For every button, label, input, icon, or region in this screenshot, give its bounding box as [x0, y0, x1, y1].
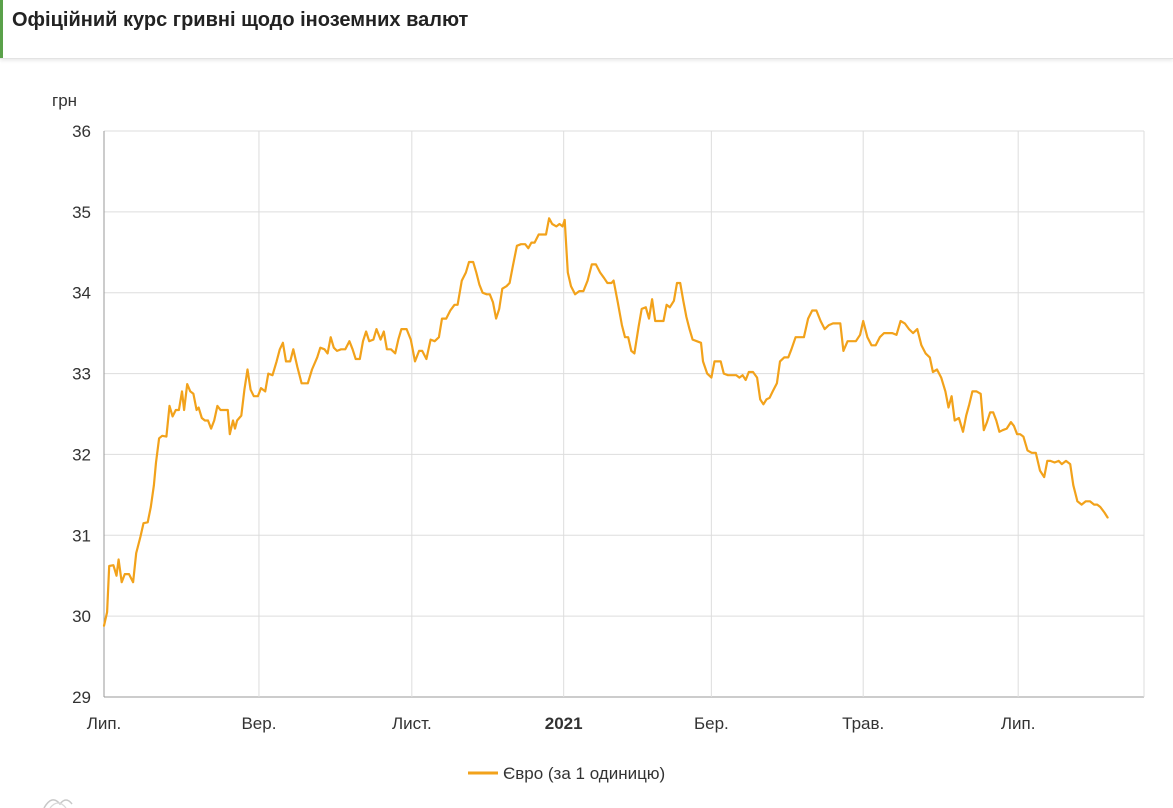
x-tick-label: Лип. [1001, 714, 1036, 733]
series-line-euro [102, 217, 1109, 627]
x-tick-label: Вер. [241, 714, 276, 733]
y-axis-label: грн [52, 91, 77, 110]
y-axis-ticks: 29 30 31 32 33 34 35 36 [72, 122, 91, 707]
chart-grid [103, 130, 1145, 698]
y-tick-label: 33 [72, 365, 91, 384]
y-tick-label: 34 [72, 284, 91, 303]
x-tick-label: Бер. [694, 714, 729, 733]
y-tick-label: 31 [72, 526, 91, 545]
y-tick-label: 36 [72, 122, 91, 141]
chart-legend[interactable]: Євро (за 1 одиницю) [468, 764, 665, 783]
x-tick-label: Лист. [392, 714, 432, 733]
page-title: Офіційний курс гривні щодо іноземних вал… [12, 9, 469, 31]
header-accent-bar [0, 0, 3, 58]
x-tick-label: 2021 [545, 714, 583, 733]
watermark-logo-icon [43, 799, 73, 808]
chart-series [102, 217, 1109, 627]
x-tick-label: Трав. [842, 714, 884, 733]
legend-label: Євро (за 1 одиницю) [503, 764, 665, 783]
x-tick-label: Лип. [87, 714, 122, 733]
y-tick-label: 30 [72, 607, 91, 626]
x-axis-ticks: Лип. Вер. Лист. 2021 Бер. Трав. Лип. [87, 714, 1036, 733]
page-header: Офіційний курс гривні щодо іноземних вал… [0, 0, 1173, 59]
y-tick-label: 35 [72, 203, 91, 222]
y-tick-label: 29 [72, 688, 91, 707]
y-tick-label: 32 [72, 445, 91, 464]
